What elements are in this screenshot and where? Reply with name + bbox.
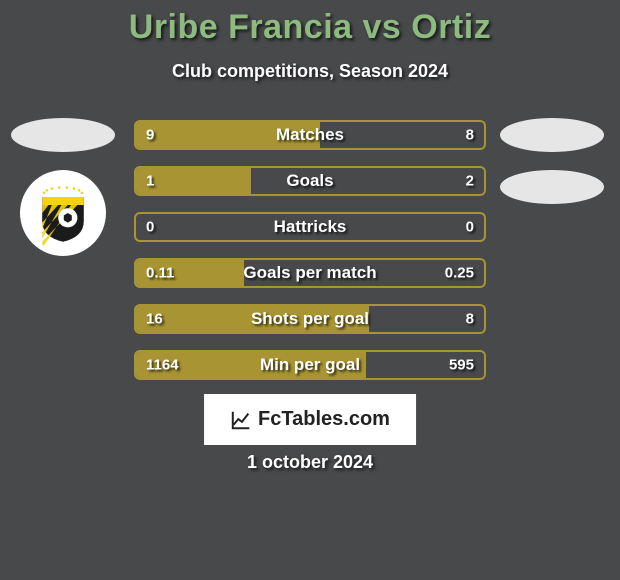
stat-row: 168Shots per goal: [134, 304, 486, 334]
player-placeholder-icon: [500, 118, 604, 152]
stat-value-right: 0.25: [445, 265, 474, 282]
team-badge-left: [20, 170, 106, 256]
team-badge-right-placeholder: [500, 170, 604, 204]
stat-row: 12Goals: [134, 166, 486, 196]
stat-value-left: 9: [146, 127, 154, 144]
player-placeholder-icon: [11, 118, 115, 152]
stat-value-right: 8: [466, 127, 474, 144]
stat-row: 0.110.25Goals per match: [134, 258, 486, 288]
stat-row: 1164595Min per goal: [134, 350, 486, 380]
comparison-infographic: Uribe Francia vs Ortiz Club competitions…: [0, 0, 620, 580]
right-team-column: [492, 118, 612, 222]
stat-value-left: 1: [146, 173, 154, 190]
date-label: 1 october 2024: [0, 452, 620, 473]
stat-value-right: 595: [449, 357, 474, 374]
stat-value-right: 2: [466, 173, 474, 190]
stat-row: 0 0Hattricks: [134, 212, 486, 242]
comparison-bars: 98Matches12Goals00Hattricks0.110.25Goals…: [134, 120, 486, 396]
stat-value-left: 0: [146, 219, 154, 236]
brand-box: FcTables.com: [204, 394, 416, 445]
stat-value-right: 8: [466, 311, 474, 328]
bar-fill-left: [136, 306, 369, 332]
stat-row: 98Matches: [134, 120, 486, 150]
brand-label: FcTables.com: [258, 408, 390, 431]
bar-fill-right: [251, 168, 484, 194]
stat-value-right: 0: [466, 219, 474, 236]
chart-icon: [230, 409, 252, 431]
left-team-column: [8, 118, 118, 256]
bar-fill-left: [136, 122, 320, 148]
page-title: Uribe Francia vs Ortiz: [0, 0, 620, 47]
stat-value-left: 1164: [146, 357, 179, 374]
page-subtitle: Club competitions, Season 2024: [0, 61, 620, 82]
shield-icon: [31, 181, 95, 245]
stat-label: Hattricks: [136, 217, 484, 237]
stat-value-left: 16: [146, 311, 163, 328]
stat-value-left: 0.11: [146, 265, 174, 282]
bar-fill-right: [320, 122, 484, 148]
